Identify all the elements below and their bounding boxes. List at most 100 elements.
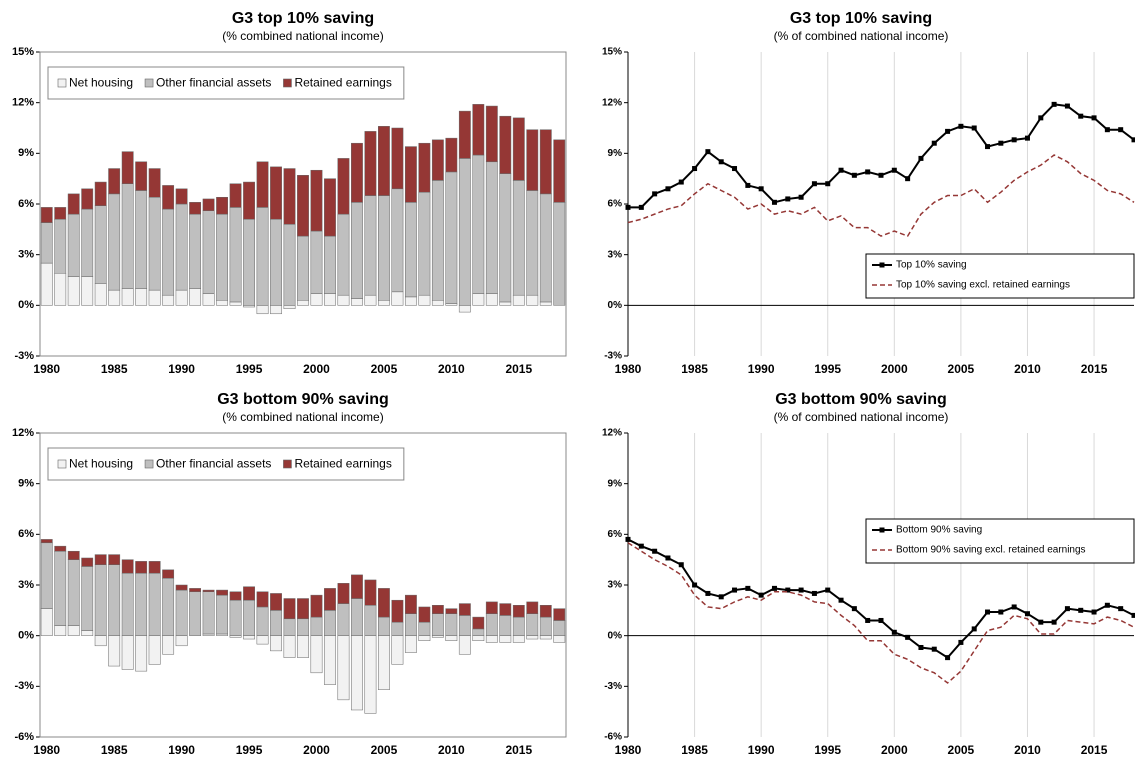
y-tick-label: -6%: [604, 732, 622, 743]
point: [638, 204, 644, 210]
y-tick-label: 0%: [608, 300, 623, 311]
bar-segment: [135, 288, 148, 306]
chart-subtitle: (% combined national income): [222, 410, 383, 424]
x-tick-label: 1985: [101, 362, 128, 376]
bar-segment: [431, 139, 444, 181]
x-tick-label: 2005: [371, 743, 398, 757]
bar-segment: [270, 218, 282, 306]
bar-segment: [67, 213, 80, 277]
bar-segment: [310, 230, 323, 294]
point: [732, 587, 738, 593]
bar-segment: [243, 181, 255, 220]
point: [1011, 604, 1017, 610]
bar-segment: [216, 196, 228, 215]
bar-segment: [499, 635, 512, 643]
bar-segment: [418, 635, 431, 641]
point: [1091, 115, 1097, 121]
bar-segment: [216, 213, 228, 301]
chart-subtitle: (% of combined national income): [774, 410, 949, 424]
point: [745, 182, 751, 188]
bar-segment: [324, 588, 336, 611]
bar-segment: [364, 131, 377, 196]
point: [918, 155, 924, 161]
point: [811, 590, 817, 596]
point: [1131, 137, 1135, 143]
bar-segment: [526, 129, 539, 191]
bar-segment: [189, 213, 202, 289]
bar-segment: [553, 608, 566, 621]
bar-segment: [472, 104, 485, 156]
point: [625, 536, 631, 542]
y-tick-label: 3%: [18, 579, 34, 591]
bar-segment: [121, 288, 134, 306]
y-tick-label: 3%: [18, 249, 34, 261]
legend-box: [865, 518, 1135, 564]
bar-segment: [175, 188, 188, 205]
bar-segment: [512, 635, 525, 643]
x-tick-label: 2000: [881, 362, 908, 376]
legend: Net housing Other financial assets Retaine…: [47, 66, 405, 100]
bar-segment: [297, 618, 309, 636]
bar-segment: [67, 625, 80, 636]
legend-swatch: [57, 78, 67, 88]
bar-segment: [337, 603, 350, 636]
point: [865, 617, 871, 623]
point: [891, 629, 897, 635]
bar-segment: [418, 606, 431, 623]
bar-segment: [445, 171, 458, 304]
bar-segment: [148, 635, 161, 665]
x-tick-label: 2015: [1081, 743, 1108, 757]
bar-segment: [526, 635, 539, 640]
bar-segment: [243, 635, 255, 640]
x-tick-label: 1985: [681, 362, 708, 376]
bar-segment: [391, 621, 404, 636]
bar-segment: [526, 601, 539, 614]
point: [665, 186, 671, 192]
bar-segment: [445, 608, 458, 614]
point: [1104, 602, 1110, 608]
point: [771, 199, 777, 205]
bar-segment: [404, 202, 417, 298]
x-tick-label: 1990: [748, 743, 775, 757]
bar-segment: [391, 291, 404, 306]
bar-segment: [512, 180, 525, 296]
y-tick-label: 9%: [608, 478, 623, 489]
bar-segment: [539, 301, 552, 306]
point: [1064, 103, 1070, 109]
legend-label: Net housing: [69, 457, 133, 471]
bar-segment: [40, 542, 53, 609]
point: [1078, 607, 1084, 613]
bar-segment: [526, 190, 539, 296]
x-tick-label: 1990: [748, 362, 775, 376]
bar-segment: [458, 110, 471, 159]
point: [771, 585, 777, 591]
bar-segment: [175, 635, 188, 647]
bar-segment: [229, 635, 242, 638]
bar-segment: [54, 550, 67, 626]
bar-segment: [229, 591, 242, 601]
point: [958, 639, 964, 645]
x-tick-label: 1980: [615, 743, 642, 757]
x-tick-label: 2005: [948, 743, 975, 757]
x-tick-label: 1980: [33, 362, 60, 376]
bar-segment: [283, 635, 296, 658]
bar-segment: [216, 589, 228, 596]
bar-segment: [229, 207, 242, 303]
bar-segment: [351, 635, 363, 711]
y-tick-label: 15%: [602, 47, 622, 58]
bar-segment: [162, 294, 175, 306]
x-tick-label: 2005: [371, 362, 398, 376]
point: [758, 186, 764, 192]
bar-segment: [351, 298, 363, 306]
bar-segment: [175, 584, 188, 591]
point: [785, 196, 791, 202]
legend: Top 10% saving Top 10% saving excl. retai…: [865, 253, 1135, 299]
bar-segment: [485, 161, 498, 294]
chart: G3 top 10% saving (% combined national in…: [12, 10, 567, 376]
bar-segment: [229, 301, 242, 306]
point: [891, 167, 897, 173]
point: [745, 585, 751, 591]
bar-segment: [418, 191, 431, 296]
legend-marker: [879, 527, 885, 533]
